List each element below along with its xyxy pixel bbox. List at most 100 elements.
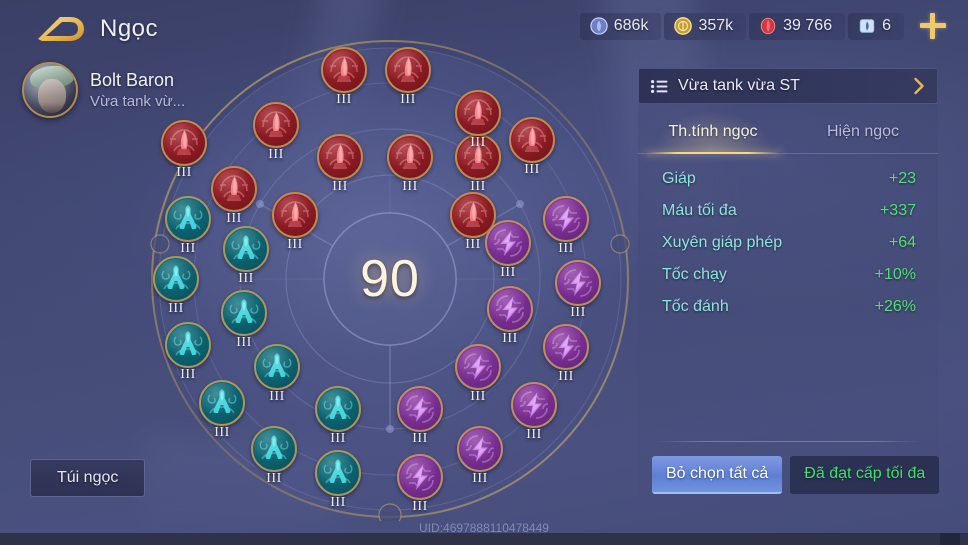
rune-gem-purple-28[interactable]: III [455, 344, 501, 404]
rune-gem-teal-22[interactable]: III [315, 450, 361, 510]
lightning-icon [485, 220, 531, 266]
rune-gem-red-5[interactable]: III [272, 192, 318, 252]
gem-bag-button[interactable]: Túi ngọc [30, 459, 146, 497]
hero-subtitle: Vừa tank vừ... [90, 93, 186, 110]
resource-red-gem[interactable]: 39 766 [749, 12, 846, 40]
avatar-shading [24, 64, 76, 116]
rune-gem-purple-27[interactable]: III [543, 324, 589, 384]
rune-gem-purple-30[interactable]: III [397, 386, 443, 446]
rune-gem-teal-17[interactable]: III [165, 322, 211, 382]
loadout-panel: Vừa tank vừa ST Th.tính ngọc Hiện ngọc G… [638, 68, 940, 508]
chevron-right-icon[interactable] [913, 77, 925, 95]
rune-gem-red-11[interactable]: III [509, 117, 555, 177]
rune-gem-disc [321, 47, 367, 93]
rune-gem-red-9[interactable]: III [450, 192, 496, 252]
rune-gem-red-12[interactable]: III [455, 90, 501, 150]
resource-magic-crystal[interactable]: 686k [579, 12, 662, 40]
blade-icon [509, 117, 555, 163]
rune-gem-disc [161, 120, 207, 166]
rune-gem-purple-31[interactable]: III [457, 426, 503, 486]
rune-gem-teal-13[interactable]: III [165, 196, 211, 256]
rune-gem-level: III [558, 241, 574, 256]
deselect-all-button[interactable]: Bỏ chọn tất cả [652, 456, 783, 494]
blade-icon [161, 120, 207, 166]
tab-current-gems[interactable]: Hiện ngọc [788, 110, 938, 153]
rune-gem-level: III [524, 162, 540, 177]
plus-icon[interactable] [920, 13, 946, 39]
rune-gem-red-4[interactable]: III [317, 134, 363, 194]
rune-gem-red-10[interactable]: III [321, 47, 367, 107]
stat-value: +23 [888, 170, 916, 187]
rune-gem-purple-25[interactable]: III [555, 260, 601, 320]
stat-list: Giáp +23 Máu tối đa +337 Xuyên giáp phép… [638, 154, 938, 316]
resource-gold[interactable]: 357k [664, 12, 747, 40]
uid-label: UID:4697888110478449 [419, 521, 549, 535]
stat-row: Tốc chạy +10% [662, 266, 916, 284]
hero-card[interactable]: Bolt Baron Vừa tank vừ... [22, 62, 185, 118]
rune-gem-level: III [180, 367, 196, 382]
rune-gem-purple-24[interactable]: III [485, 220, 531, 280]
tab-attributes[interactable]: Th.tính ngọc [638, 110, 788, 154]
rune-gem-red-3[interactable]: III [253, 102, 299, 162]
preset-name: Vừa tank vừa ST [678, 77, 800, 94]
rune-gem-disc [251, 426, 297, 472]
resource-ticket[interactable]: 6 [848, 12, 904, 40]
rune-gem-red-6[interactable]: III [385, 47, 431, 107]
shield-icon [165, 322, 211, 368]
rune-gem-red-7[interactable]: III [387, 134, 433, 194]
shield-icon [223, 226, 269, 272]
rune-gem-disc [397, 386, 443, 432]
rune-gem-disc [315, 450, 361, 496]
rune-gem-purple-23[interactable]: III [543, 196, 589, 256]
rune-gem-disc [397, 454, 443, 500]
rune-gem-level: III [402, 179, 418, 194]
rune-gem-purple-26[interactable]: III [487, 286, 533, 346]
rune-gem-level: III [470, 389, 486, 404]
rune-gem-level: III [330, 431, 346, 446]
shield-icon [251, 426, 297, 472]
rune-gem-level: III [470, 179, 486, 194]
rune-gem-disc [455, 90, 501, 136]
rune-gem-teal-21[interactable]: III [251, 426, 297, 486]
stat-name: Tốc đánh [662, 298, 729, 315]
lightning-icon [397, 454, 443, 500]
rune-gem-teal-16[interactable]: III [221, 290, 267, 350]
rune-gem-teal-15[interactable]: III [153, 256, 199, 316]
stat-name: Xuyên giáp phép [662, 234, 783, 251]
rune-gem-level: III [412, 499, 428, 514]
rune-gem-purple-32[interactable]: III [397, 454, 443, 514]
rune-gem-teal-20[interactable]: III [315, 386, 361, 446]
blade-icon [455, 134, 501, 180]
rune-gem-disc [543, 196, 589, 242]
rune-gem-teal-18[interactable]: III [254, 344, 300, 404]
rune-gem-level: III [238, 271, 254, 286]
rune-gem-disc [199, 380, 245, 426]
rune-gem-red-2[interactable]: III [211, 166, 257, 226]
rune-gem-level: III [268, 147, 284, 162]
shield-icon [315, 386, 361, 432]
shield-icon [165, 196, 211, 242]
shield-icon [254, 344, 300, 390]
brand-logo[interactable]: Ngọc [30, 12, 158, 46]
avatar[interactable] [22, 62, 78, 118]
rune-gem-red-8[interactable]: III [455, 134, 501, 194]
rune-gem-purple-29[interactable]: III [511, 382, 557, 442]
rune-gem-teal-14[interactable]: III [223, 226, 269, 286]
system-nav-bar [0, 533, 968, 545]
rune-gem-disc [511, 382, 557, 428]
blade-icon [272, 192, 318, 238]
blade-icon [317, 134, 363, 180]
preset-selector[interactable]: Vừa tank vừa ST [638, 68, 938, 104]
rune-gem-level: III [226, 211, 242, 226]
rune-wheel: 90 III III III III III [148, 37, 632, 521]
stat-value: +10% [874, 266, 916, 283]
rune-gem-disc [455, 134, 501, 180]
rune-gem-teal-19[interactable]: III [199, 380, 245, 440]
rune-gem-disc [543, 324, 589, 370]
stat-name: Máu tối đa [662, 202, 737, 219]
rune-gem-disc [165, 322, 211, 368]
rune-gem-level: III [500, 265, 516, 280]
rune-gem-level: III [465, 237, 481, 252]
rune-gem-red-1[interactable]: III [161, 120, 207, 180]
